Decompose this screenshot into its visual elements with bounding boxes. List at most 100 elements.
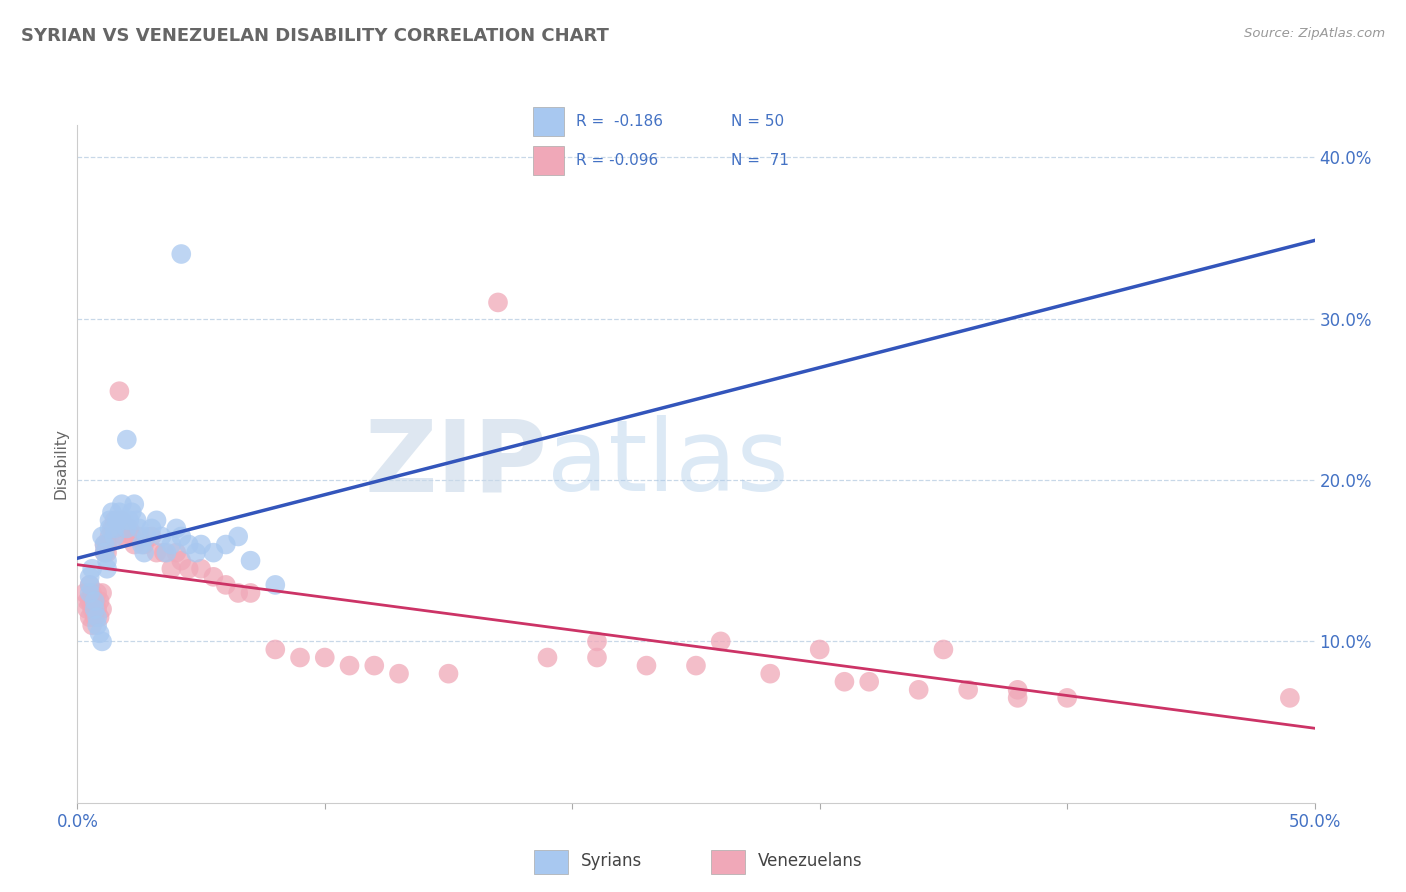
- Point: [82, 618, 104, 632]
- Point: [177, 537, 200, 551]
- Point: [112, 529, 135, 543]
- Point: [115, 521, 138, 535]
- Point: [135, 529, 157, 543]
- Point: [190, 562, 212, 576]
- Point: [89, 594, 111, 608]
- Point: [155, 546, 177, 560]
- Point: [98, 529, 121, 543]
- Point: [105, 529, 128, 543]
- Text: N =  71: N = 71: [731, 153, 789, 168]
- Point: [636, 658, 658, 673]
- Point: [141, 521, 163, 535]
- Point: [536, 650, 558, 665]
- Point: [170, 247, 193, 261]
- Point: [165, 521, 187, 535]
- Point: [115, 521, 138, 535]
- Point: [83, 610, 105, 624]
- Point: [710, 634, 733, 648]
- Point: [858, 674, 880, 689]
- Point: [1056, 690, 1078, 705]
- Point: [96, 537, 118, 551]
- Point: [264, 642, 287, 657]
- Text: R =  -0.186: R = -0.186: [576, 114, 662, 128]
- Point: [264, 578, 287, 592]
- Point: [160, 537, 183, 551]
- Point: [73, 586, 96, 600]
- Point: [82, 602, 104, 616]
- Point: [93, 537, 115, 551]
- Point: [76, 594, 98, 608]
- Point: [83, 602, 105, 616]
- Point: [86, 618, 108, 632]
- Point: [111, 497, 134, 511]
- Point: [128, 529, 150, 543]
- Point: [83, 594, 105, 608]
- Point: [103, 521, 125, 535]
- Point: [145, 546, 167, 560]
- Point: [105, 513, 128, 527]
- Point: [91, 602, 114, 616]
- Point: [121, 529, 143, 543]
- Point: [165, 546, 187, 560]
- Point: [86, 586, 108, 600]
- Point: [486, 295, 509, 310]
- Point: [91, 529, 114, 543]
- Point: [1007, 690, 1029, 705]
- Point: [83, 594, 105, 608]
- Point: [170, 529, 193, 543]
- FancyBboxPatch shape: [711, 849, 745, 874]
- Point: [141, 529, 163, 543]
- Point: [907, 682, 929, 697]
- Point: [759, 666, 782, 681]
- Point: [239, 586, 262, 600]
- Point: [82, 586, 104, 600]
- Point: [108, 384, 131, 399]
- Point: [339, 658, 361, 673]
- Point: [93, 546, 115, 560]
- Point: [134, 546, 156, 560]
- Point: [125, 513, 148, 527]
- Point: [101, 505, 124, 519]
- Text: ZIP: ZIP: [364, 416, 547, 512]
- Y-axis label: Disability: Disability: [53, 428, 69, 500]
- Point: [145, 513, 167, 527]
- Point: [150, 529, 173, 543]
- Point: [115, 433, 138, 447]
- Point: [184, 546, 207, 560]
- Point: [96, 562, 118, 576]
- Point: [288, 650, 311, 665]
- Point: [89, 626, 111, 640]
- Point: [932, 642, 955, 657]
- FancyBboxPatch shape: [533, 146, 564, 175]
- Point: [118, 521, 141, 535]
- Text: Venezuelans: Venezuelans: [758, 852, 862, 870]
- Point: [76, 602, 98, 616]
- Point: [190, 537, 212, 551]
- Point: [98, 513, 121, 527]
- Text: atlas: atlas: [547, 416, 789, 512]
- Point: [121, 505, 143, 519]
- Point: [82, 562, 104, 576]
- Point: [111, 513, 134, 527]
- Point: [1007, 682, 1029, 697]
- Text: R = -0.096: R = -0.096: [576, 153, 658, 168]
- Point: [957, 682, 980, 697]
- Point: [89, 610, 111, 624]
- Point: [79, 570, 101, 584]
- Point: [112, 513, 135, 527]
- Point: [226, 529, 249, 543]
- Point: [388, 666, 411, 681]
- Point: [79, 586, 101, 600]
- Point: [363, 658, 385, 673]
- Point: [685, 658, 707, 673]
- Point: [202, 570, 225, 584]
- Point: [96, 554, 118, 568]
- Point: [118, 513, 141, 527]
- Point: [239, 554, 262, 568]
- Point: [153, 546, 176, 560]
- Point: [91, 634, 114, 648]
- Point: [93, 546, 115, 560]
- Point: [79, 594, 101, 608]
- Point: [586, 634, 609, 648]
- Point: [79, 610, 101, 624]
